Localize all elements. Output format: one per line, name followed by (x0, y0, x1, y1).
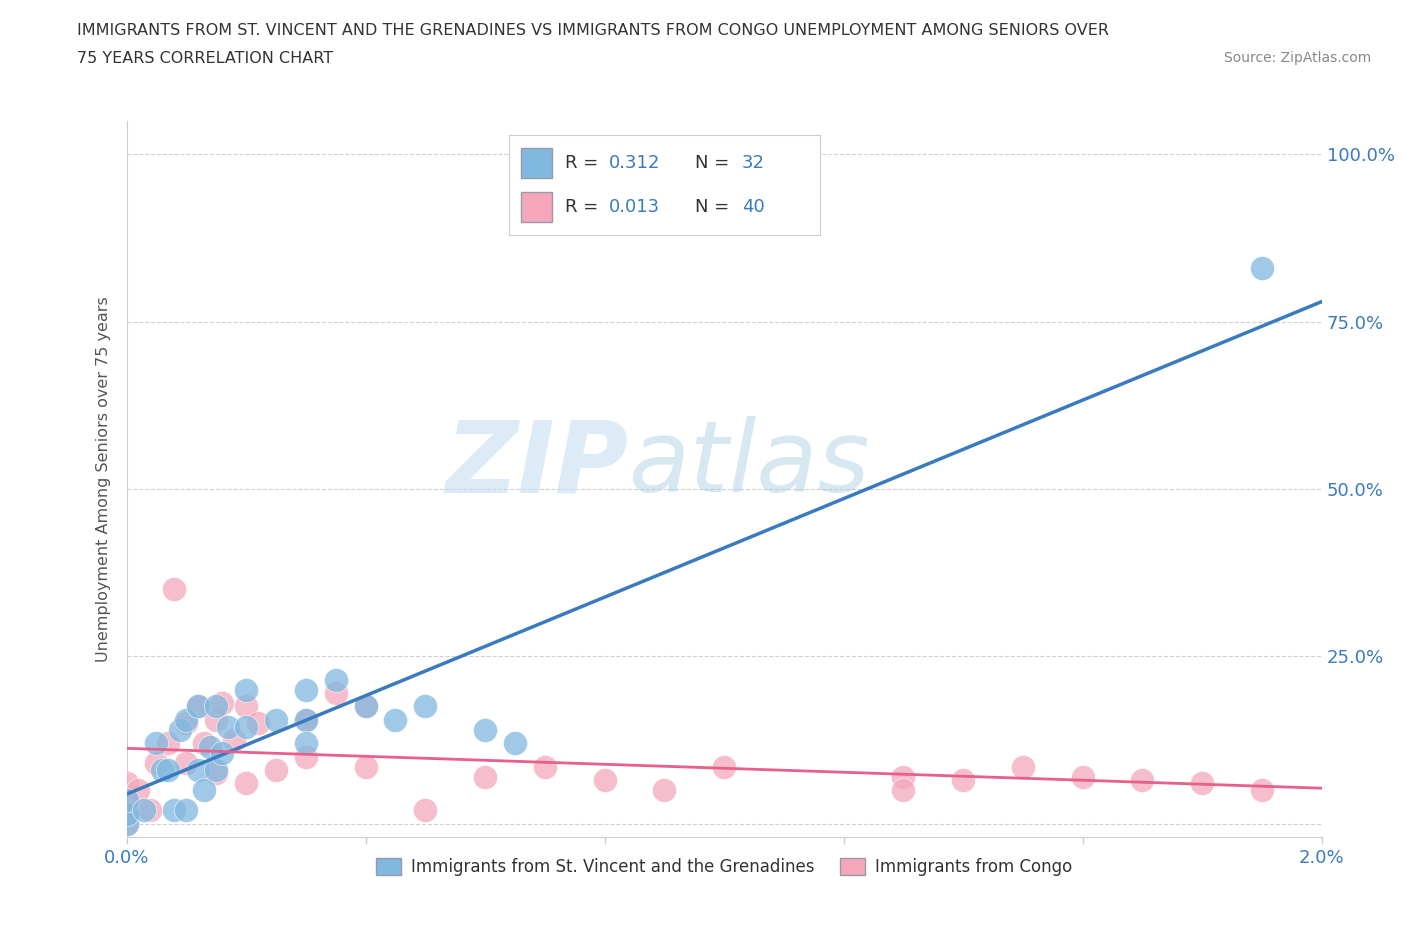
Point (115, 806, 138, 821)
Point (145, 736, 167, 751)
Point (413, 699, 436, 714)
Point (174, 756, 197, 771)
Point (294, 712, 316, 727)
Point (127, 783, 149, 798)
Point (235, 776, 257, 790)
Point (205, 763, 228, 777)
Point (115, 817, 138, 831)
Point (891, 769, 914, 784)
Point (145, 756, 167, 771)
Point (235, 699, 257, 714)
Point (652, 783, 675, 798)
Point (163, 803, 186, 817)
Point (157, 736, 180, 751)
Point (264, 712, 287, 727)
Point (247, 716, 270, 731)
Point (217, 719, 239, 734)
Point (139, 803, 162, 817)
Point (1250, 260, 1272, 275)
Point (354, 699, 377, 714)
Point (235, 683, 257, 698)
Point (115, 817, 138, 831)
Point (187, 699, 209, 714)
Point (157, 763, 180, 777)
Point (205, 766, 228, 781)
Point (294, 736, 316, 751)
Legend: Immigrants from St. Vincent and the Grenadines, Immigrants from Congo: Immigrants from St. Vincent and the Gren… (370, 851, 1078, 883)
Point (115, 806, 138, 821)
Point (952, 773, 974, 788)
Point (235, 719, 257, 734)
Point (187, 763, 209, 777)
Point (211, 746, 233, 761)
Point (134, 803, 156, 817)
Point (163, 582, 186, 597)
Point (294, 683, 316, 698)
Point (1011, 759, 1033, 774)
Point (713, 759, 735, 774)
Point (325, 672, 347, 687)
Point (174, 803, 197, 817)
Point (193, 736, 215, 751)
Point (474, 723, 496, 737)
Point (200, 739, 222, 754)
Point (174, 712, 197, 727)
Point (1071, 769, 1094, 784)
Point (115, 776, 138, 790)
Point (474, 769, 496, 784)
Point (211, 696, 233, 711)
Point (115, 792, 138, 807)
Point (294, 712, 316, 727)
Point (222, 733, 246, 748)
Text: Source: ZipAtlas.com: Source: ZipAtlas.com (1223, 51, 1371, 65)
Point (1250, 783, 1272, 798)
Y-axis label: Unemployment Among Seniors over 75 years: Unemployment Among Seniors over 75 years (96, 296, 111, 662)
Point (593, 773, 616, 788)
Point (187, 699, 209, 714)
Point (294, 750, 316, 764)
Point (264, 763, 287, 777)
Text: 75 YEARS CORRELATION CHART: 75 YEARS CORRELATION CHART (77, 51, 333, 66)
Point (1191, 776, 1213, 790)
Text: IMMIGRANTS FROM ST. VINCENT AND THE GRENADINES VS IMMIGRANTS FROM CONGO UNEMPLOY: IMMIGRANTS FROM ST. VINCENT AND THE GREN… (77, 23, 1109, 38)
Point (354, 759, 377, 774)
Point (169, 723, 191, 737)
Point (205, 712, 228, 727)
Point (354, 699, 377, 714)
Text: ZIP: ZIP (446, 416, 628, 513)
Point (115, 792, 138, 807)
Point (891, 783, 914, 798)
Point (384, 712, 406, 727)
Point (150, 763, 174, 777)
Point (193, 783, 215, 798)
Point (174, 716, 197, 731)
Point (413, 803, 436, 817)
Text: atlas: atlas (628, 416, 870, 513)
Point (1130, 773, 1153, 788)
Point (533, 759, 555, 774)
Point (205, 699, 228, 714)
Point (503, 736, 526, 751)
Point (325, 685, 347, 700)
